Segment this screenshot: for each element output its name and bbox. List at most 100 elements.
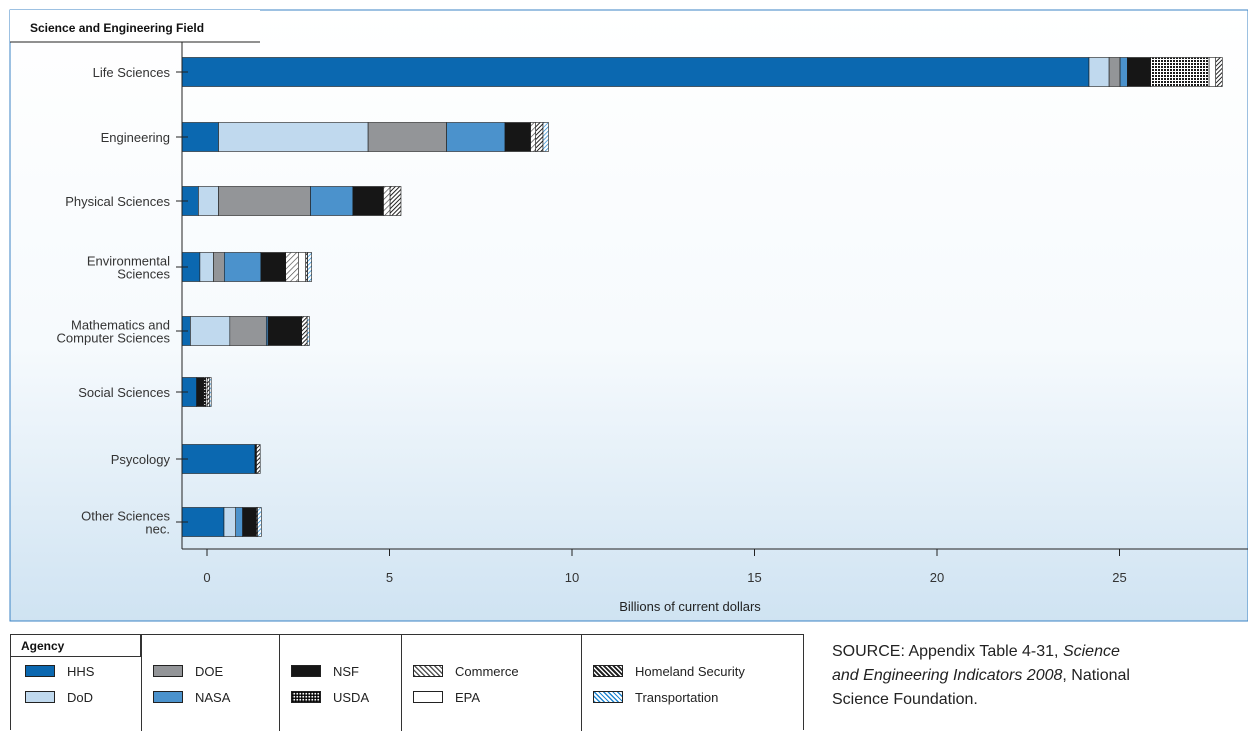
bar-environmental-sciences-homeland-security bbox=[305, 252, 308, 282]
legend-label-dod: DoD bbox=[67, 689, 94, 705]
category-label-psycology: Psycology bbox=[111, 452, 171, 467]
legend-swatch-nasa bbox=[153, 691, 183, 703]
x-tick-label-25: 25 bbox=[1112, 570, 1126, 585]
legend-swatch-homeland-security bbox=[593, 665, 623, 677]
legend-swatch-usda bbox=[291, 691, 321, 703]
legend-swatch-transportation bbox=[593, 691, 623, 703]
legend-item-hhs: HHS bbox=[25, 660, 94, 682]
bar-psycology-hhs bbox=[181, 444, 256, 474]
category-label-line: Physical Sciences bbox=[65, 194, 170, 209]
bar-environmental-sciences-transportation bbox=[307, 252, 312, 282]
legend-title: Agency bbox=[11, 635, 141, 657]
legend-swatch-nsf bbox=[291, 665, 321, 677]
legend-item-nsf: NSF bbox=[291, 660, 359, 682]
source-line3: Science Foundation. bbox=[832, 691, 978, 708]
legend-label-doe: DOE bbox=[195, 663, 224, 679]
legend-label-commerce: Commerce bbox=[455, 663, 519, 679]
bar-environmental-sciences-epa bbox=[298, 252, 306, 282]
bars-group bbox=[181, 57, 1223, 537]
bar-engineering-transportation bbox=[542, 122, 549, 152]
y-axis bbox=[176, 42, 188, 549]
legend-divider bbox=[401, 635, 402, 731]
bar-life-sciences-doe bbox=[1108, 57, 1121, 87]
bar-physical-sciences-homeland-security bbox=[389, 186, 402, 216]
bar-engineering-nasa bbox=[446, 122, 506, 152]
bar-environmental-sciences-commerce bbox=[285, 252, 299, 282]
legend-swatch-epa bbox=[413, 691, 443, 703]
bar-life-sciences-epa bbox=[1208, 57, 1216, 87]
category-label-life-sciences: Life Sciences bbox=[93, 65, 171, 80]
source-line2-suffix: , National bbox=[1062, 667, 1130, 684]
legend-label-homeland-security: Homeland Security bbox=[635, 663, 745, 679]
legend-label-transportation: Transportation bbox=[635, 689, 719, 705]
bar-engineering-homeland-security bbox=[535, 122, 544, 152]
y-axis-title: Science and Engineering Field bbox=[30, 21, 204, 35]
category-label-social-sciences: Social Sciences bbox=[78, 385, 170, 400]
legend-divider bbox=[581, 635, 582, 731]
bar-physical-sciences-nsf bbox=[352, 186, 384, 216]
source-line1-italic: Science bbox=[1062, 643, 1120, 660]
category-label-mathematics-and-computer-sciences: Mathematics and Computer Sciences bbox=[57, 318, 171, 346]
bar-physical-sciences-dod bbox=[198, 186, 219, 216]
bar-environmental-sciences-nsf bbox=[260, 252, 286, 282]
category-label-line: Psycology bbox=[111, 452, 171, 467]
category-label-line: Environmental bbox=[87, 254, 170, 269]
x-tick-label-15: 15 bbox=[747, 570, 761, 585]
bar-mathematics-and-computer-sciences-nsf bbox=[267, 316, 303, 346]
legend-label-usda: USDA bbox=[333, 689, 370, 705]
legend-swatch-commerce bbox=[413, 665, 443, 677]
x-tick-label-10: 10 bbox=[565, 570, 579, 585]
category-label-line: Sciences bbox=[117, 267, 170, 282]
y-title-box bbox=[10, 10, 260, 42]
category-label-physical-sciences: Physical Sciences bbox=[65, 194, 170, 209]
category-label-line: Other Sciences bbox=[81, 509, 170, 524]
category-label-line: Engineering bbox=[101, 130, 170, 145]
source-line2-italic: and Engineering Indicators 2008 bbox=[832, 667, 1063, 684]
legend-item-transportation: Transportation bbox=[593, 686, 718, 708]
bar-psycology-homeland-security bbox=[256, 444, 261, 474]
legend-swatch-dod bbox=[25, 691, 55, 703]
source-line1-prefix: SOURCE: Appendix Table 4-31, bbox=[832, 643, 1063, 660]
bar-other-sciences-nec-hhs bbox=[181, 507, 225, 537]
legend-label-nsf: NSF bbox=[333, 663, 359, 679]
legend-item-commerce: Commerce bbox=[413, 660, 519, 682]
bar-other-sciences-nec-dod bbox=[223, 507, 236, 537]
bar-engineering-commerce bbox=[530, 122, 536, 152]
category-label-other-sciences-nec: Other Sciences nec. bbox=[81, 509, 170, 537]
legend-item-dod: DoD bbox=[25, 686, 93, 708]
bar-environmental-sciences-dod bbox=[199, 252, 214, 282]
x-axis-title: Billions of current dollars bbox=[619, 599, 761, 614]
category-label-engineering: Engineering bbox=[101, 130, 170, 145]
legend-item-doe: DOE bbox=[153, 660, 223, 682]
category-label-line: Computer Sciences bbox=[57, 331, 171, 346]
legend-swatch-doe bbox=[153, 665, 183, 677]
bar-other-sciences-nec-transportation bbox=[257, 507, 262, 537]
bar-life-sciences-hhs bbox=[181, 57, 1090, 87]
legend-divider bbox=[279, 635, 280, 731]
x-tick-label-0: 0 bbox=[203, 570, 210, 585]
legend-divider bbox=[141, 635, 142, 731]
bar-life-sciences-nasa bbox=[1119, 57, 1128, 87]
x-tick-label-20: 20 bbox=[930, 570, 944, 585]
bar-mathematics-and-computer-sciences-doe bbox=[229, 316, 267, 346]
legend-item-homeland-security: Homeland Security bbox=[593, 660, 745, 682]
bar-environmental-sciences-doe bbox=[213, 252, 225, 282]
legend-label-nasa: NASA bbox=[195, 689, 231, 705]
bar-other-sciences-nec-nsf bbox=[242, 507, 257, 537]
bar-mathematics-and-computer-sciences-homeland-security bbox=[301, 316, 308, 346]
legend-label-epa: EPA bbox=[455, 689, 481, 705]
legend-swatch-hhs bbox=[25, 665, 55, 677]
bar-mathematics-and-computer-sciences-dod bbox=[190, 316, 231, 346]
bar-social-sciences-transportation bbox=[209, 377, 212, 407]
legend-items: HHS DoD DOE NASA NSF USDA Commerce EPA Homeland … bbox=[11, 635, 803, 731]
bar-life-sciences-dod bbox=[1088, 57, 1110, 87]
bar-life-sciences-homeland-security bbox=[1215, 57, 1223, 87]
x-axis: 0 5 10 15 20 25 bbox=[182, 548, 1248, 585]
bar-social-sciences-homeland-security bbox=[206, 377, 210, 407]
category-label-line: nec. bbox=[145, 522, 170, 537]
legend-item-usda: USDA bbox=[291, 686, 369, 708]
bar-social-sciences-nsf bbox=[196, 377, 205, 407]
category-label-line: Social Sciences bbox=[78, 385, 170, 400]
bar-environmental-sciences-nasa bbox=[224, 252, 262, 282]
bar-physical-sciences-commerce bbox=[383, 186, 391, 216]
